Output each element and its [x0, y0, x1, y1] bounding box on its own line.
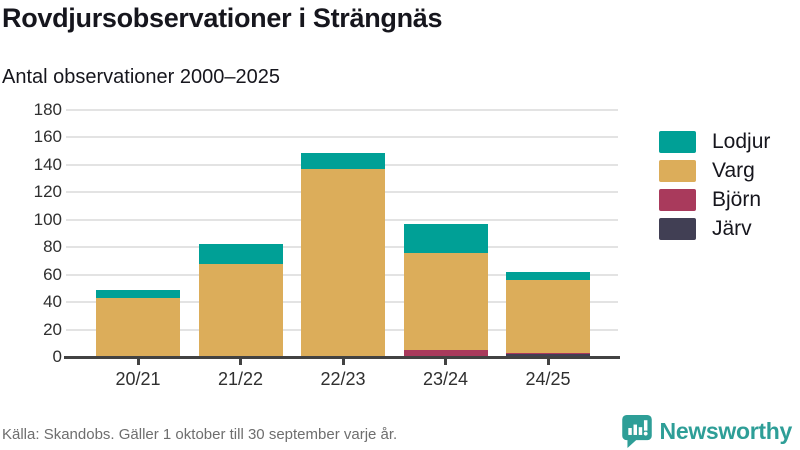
newsworthy-logo[interactable]: Newsworthy [621, 414, 793, 448]
bar-segment-varg-23-24 [403, 252, 488, 351]
bar-segment-varg-21-22 [198, 263, 283, 356]
bar-segment-lodjur-22-23 [301, 152, 385, 169]
newsworthy-icon [621, 414, 652, 448]
legend-label: Varg [712, 159, 755, 182]
x-axis-label: 23/24 [422, 369, 469, 389]
y-axis-label: 160 [33, 127, 62, 147]
bar-segment-björn-24-25 [506, 352, 590, 355]
x-axis-label: 22/23 [320, 369, 366, 389]
bar-segment-lodjur-24-25 [506, 271, 590, 281]
y-axis-label: 80 [43, 237, 62, 257]
x-axis-label: 21/22 [217, 369, 264, 389]
bar-segment-lodjur-21-22 [198, 244, 283, 264]
legend-label: Björn [712, 188, 762, 211]
legend-item-lodjur: Lodjur [659, 130, 771, 153]
x-axis-tick [341, 359, 345, 365]
y-axis-label: 100 [33, 209, 62, 229]
x-axis-tick [444, 359, 447, 365]
x-axis-tick [546, 359, 550, 365]
gridline [66, 109, 618, 111]
x-axis-line [64, 356, 620, 359]
bar-segment-lodjur-23-24 [403, 223, 488, 253]
newsworthy-wordmark: Newsworthy [659, 417, 793, 444]
bar-segment-björn-23-24 [403, 350, 488, 357]
bar-segment-varg-22-23 [301, 169, 385, 357]
bar-segment-lodjur-20-21 [96, 289, 180, 298]
legend-item-järv: Järv [659, 217, 770, 240]
source-note: Källa: Skandobs. Gäller 1 oktober till 3… [2, 426, 398, 443]
x-axis-label: 24/25 [525, 369, 571, 389]
y-axis-label: 20 [43, 319, 62, 339]
legend: Lodjur Varg Björn Järv [659, 130, 771, 247]
legend-label: Lodjur [712, 130, 771, 153]
legend-item-björn: Björn [659, 188, 770, 211]
legend-swatch [659, 131, 696, 153]
y-axis-label: 60 [43, 264, 62, 284]
legend-swatch [659, 189, 696, 211]
chart-title: Rovdjursobservationer i Strängnäs [2, 3, 443, 33]
legend-swatch [659, 218, 696, 240]
legend-label: Järv [712, 217, 752, 240]
y-axis-label: 120 [33, 182, 62, 202]
bar-segment-varg-24-25 [506, 280, 590, 353]
y-axis-label: 140 [33, 154, 62, 174]
x-axis-tick [239, 359, 242, 365]
gridline [66, 136, 618, 139]
legend-swatch [659, 160, 696, 182]
x-axis-tick [136, 359, 140, 365]
y-axis-label: 0 [52, 347, 62, 366]
bar-segment-varg-20-21 [96, 297, 180, 357]
x-axis-label: 20/21 [115, 369, 161, 389]
y-axis-label: 40 [43, 292, 62, 312]
y-axis-label: 180 [33, 100, 62, 119]
legend-item-varg: Varg [659, 159, 770, 182]
bar-segment-järv-24-25 [506, 354, 590, 357]
chart-subtitle: Antal observationer 2000–2025 [2, 66, 280, 88]
